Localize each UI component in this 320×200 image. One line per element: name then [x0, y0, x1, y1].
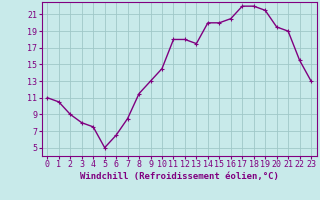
X-axis label: Windchill (Refroidissement éolien,°C): Windchill (Refroidissement éolien,°C) [80, 172, 279, 181]
